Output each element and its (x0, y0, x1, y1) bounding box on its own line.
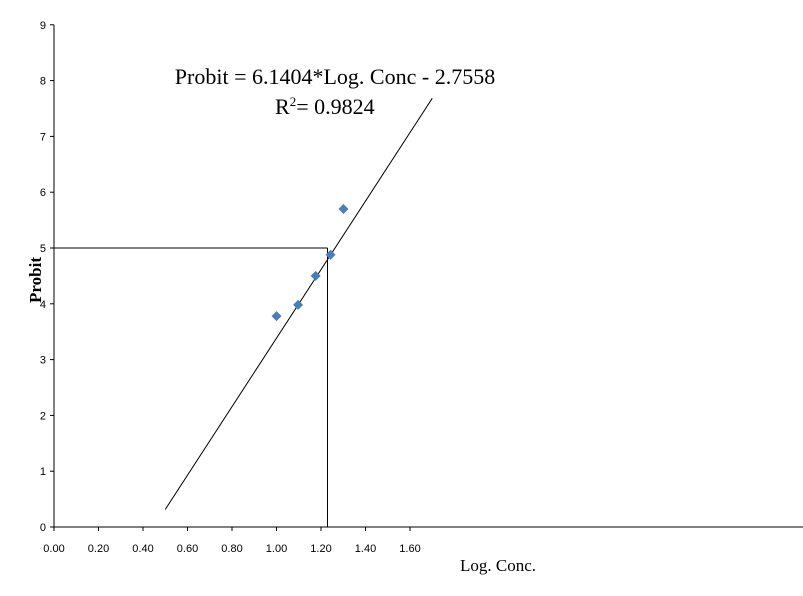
y-tick-label: 4 (40, 299, 46, 311)
y-axis-title: Probit (26, 257, 45, 303)
data-point (310, 270, 321, 281)
x-tick-label: 1.20 (310, 543, 331, 555)
data-point (271, 311, 282, 322)
x-tick-label: 1.60 (399, 543, 420, 555)
y-tick-label: 1 (40, 466, 46, 478)
y-tick-label: 8 (40, 76, 46, 88)
r-squared-label: R2= 0.9824 (275, 94, 375, 119)
x-tick-label: 0.40 (132, 543, 153, 555)
y-tick-label: 0 (40, 522, 46, 534)
x-axis-title: Log. Conc. (460, 556, 536, 575)
y-tick-label: 9 (40, 20, 46, 32)
y-tick-label: 6 (40, 187, 46, 199)
data-point (325, 249, 336, 260)
data-point (293, 299, 304, 310)
x-tick-label: 0.60 (177, 543, 198, 555)
equation-label: Probit = 6.1404*Log. Conc - 2.7558 (175, 64, 495, 89)
y-tick-label: 5 (40, 243, 46, 255)
x-tick-label: 0.00 (43, 543, 64, 555)
y-tick-label: 2 (40, 410, 46, 422)
plot-marks: 0 1 2 3 4 5 6 7 8 9 0.00 0.20 0.40 0.60 0.80 1.00 1.20 1.… (40, 20, 803, 555)
x-tick-label: 0.20 (88, 543, 109, 555)
y-tick-label: 7 (40, 131, 46, 143)
x-tick-label: 1.40 (355, 543, 376, 555)
x-tick-label: 1.00 (266, 543, 287, 555)
y-tick-label: 3 (40, 355, 46, 367)
x-tick-label: 0.80 (221, 543, 242, 555)
data-point (338, 203, 349, 214)
